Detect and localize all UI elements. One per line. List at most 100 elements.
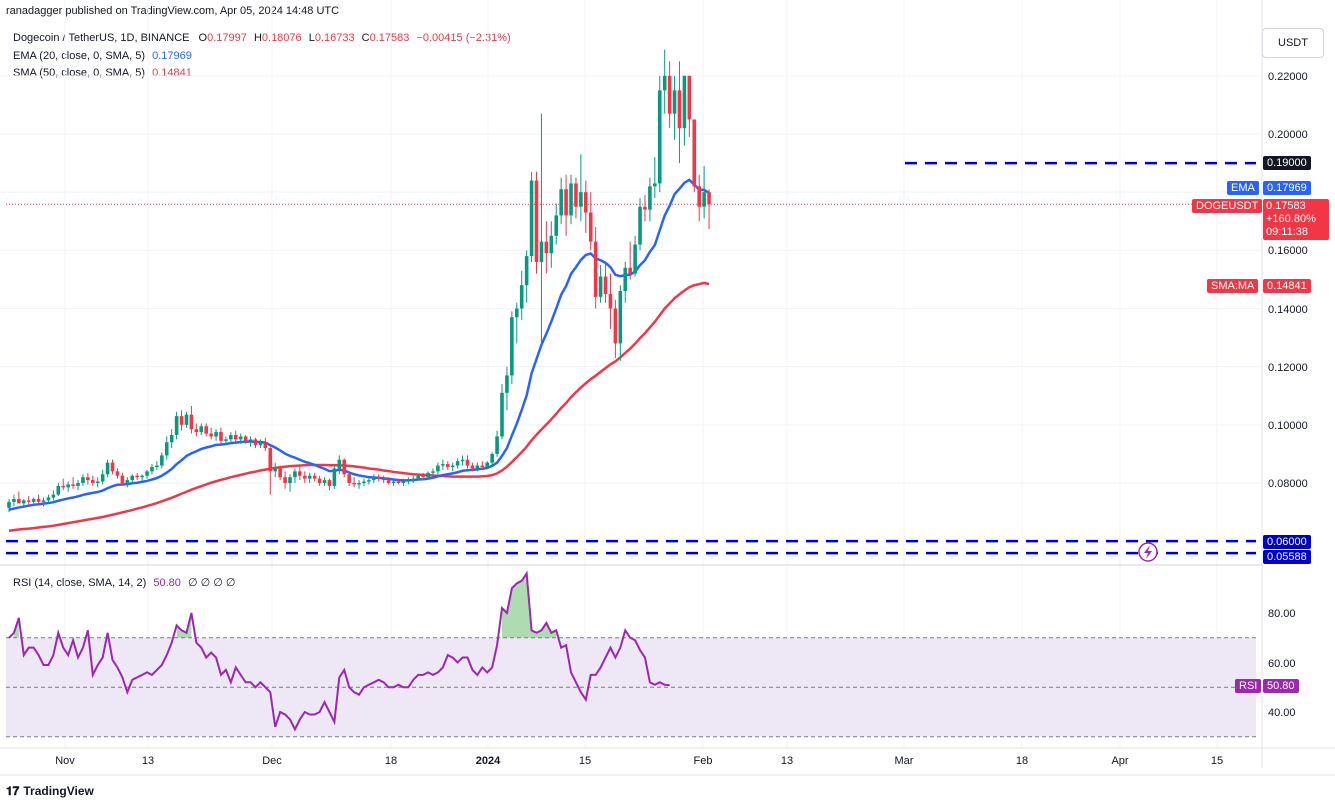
candle-body — [564, 189, 568, 216]
candle-body — [692, 119, 697, 187]
tv-logo-icon: 𝟏𝟕 — [6, 784, 20, 798]
candle-body — [145, 471, 149, 476]
ohlc-change-value: −0.00415 (−2.31%) — [416, 32, 511, 44]
candle-body — [510, 317, 514, 376]
candle-body — [288, 477, 292, 483]
candle-body — [160, 455, 164, 466]
candle-body — [224, 439, 228, 441]
candle-body — [219, 432, 223, 441]
price-tick: 0.22000 — [1268, 71, 1308, 83]
axes — [0, 0, 1335, 776]
candle-body — [554, 215, 559, 236]
candle-body — [633, 244, 637, 274]
sma-line — [8, 281, 710, 532]
rsi-axis-labels: 80.00 60.00 40.00 — [1268, 608, 1296, 719]
published-header: ranadagger published on TradingView.com,… — [6, 5, 340, 17]
candle-body — [450, 465, 455, 468]
candle-body — [150, 467, 154, 472]
candle-body — [263, 442, 268, 449]
candle-body — [431, 471, 435, 473]
candle-body — [697, 186, 701, 207]
candle-body — [386, 480, 391, 483]
candle-body — [95, 481, 100, 483]
time-tick: 13 — [142, 755, 154, 767]
rsi-legend-extra: ∅ ∅ ∅ ∅ — [187, 577, 236, 589]
symbol-price-tag: 0.17583 +160.80% 09:11:38 — [1263, 199, 1329, 240]
rsi-tick: 80.00 — [1268, 608, 1296, 620]
candle-body — [480, 465, 485, 468]
candle-body — [36, 498, 41, 502]
candle-body — [707, 192, 711, 205]
candle-body — [618, 291, 623, 344]
ohlc-low-value: 0.16733 — [314, 32, 355, 44]
sma-value-tag: 0.14841 — [1263, 279, 1311, 293]
candle-body — [81, 477, 85, 483]
candle-body — [441, 464, 445, 466]
candle-body — [372, 477, 376, 481]
rsi-line — [8, 570, 670, 732]
candle-body — [519, 285, 524, 309]
candle-body — [21, 500, 26, 504]
candle-body — [105, 462, 110, 475]
candle-body — [598, 276, 603, 297]
candle-body — [534, 180, 539, 262]
candle-body — [490, 453, 494, 463]
candle-body — [258, 442, 263, 446]
candle-body — [204, 426, 208, 434]
level-tag-top: 0.19000 — [1263, 156, 1311, 170]
candle-body — [406, 480, 411, 482]
symbol-legend: Dogecoin / TetherUS, 1D, BINANCE O0.1799… — [13, 32, 511, 44]
candle-body — [86, 477, 90, 481]
time-tick: Nov — [55, 755, 75, 767]
tradingview-logo[interactable]: 𝟏𝟕 TradingView — [6, 784, 94, 799]
candle-body — [174, 416, 179, 436]
rsi-legend-label: RSI (14, close, SMA, 14, 2) — [13, 577, 147, 589]
candle-body — [248, 439, 253, 441]
time-tick: 15 — [1211, 755, 1223, 767]
candle-body — [362, 481, 366, 483]
candle-body — [189, 414, 194, 430]
candle-body — [569, 183, 573, 216]
candle-body — [76, 483, 80, 486]
candle-body — [342, 459, 347, 475]
candle-body — [662, 75, 667, 91]
price-tick: 0.16000 — [1268, 245, 1308, 257]
candle-body — [293, 471, 297, 478]
candle-body — [657, 90, 662, 184]
candle-body — [91, 480, 95, 483]
candle-body — [155, 465, 159, 468]
candle-body — [682, 75, 687, 129]
candle-body — [524, 256, 529, 286]
ohlc-open-label: O — [198, 32, 208, 44]
candle-body — [465, 459, 470, 466]
ema-line — [8, 178, 710, 511]
rsi-value-tag: 50.80 — [1263, 679, 1299, 693]
candle-body — [303, 475, 307, 479]
lightning-icon[interactable] — [1138, 542, 1158, 562]
candle-body — [445, 464, 450, 468]
candle-body — [460, 459, 465, 462]
candle-body — [436, 465, 440, 472]
footer-brand: TradingView — [23, 784, 94, 798]
candle-body — [588, 212, 593, 242]
candle-body — [100, 474, 105, 482]
candle-body — [140, 475, 144, 478]
candle-body — [381, 478, 386, 481]
candle-body — [347, 474, 351, 483]
candle-body — [426, 472, 430, 478]
candle-body — [214, 432, 218, 437]
candle-body — [549, 235, 554, 254]
ohlc-close-label: C — [361, 32, 370, 44]
candle-body — [677, 90, 682, 129]
candle-body — [312, 475, 317, 479]
price-tick: 0.08000 — [1268, 478, 1308, 490]
candle-body — [495, 436, 499, 454]
candle-body — [411, 478, 416, 481]
candle-body — [229, 435, 233, 440]
candle-body — [687, 75, 692, 120]
candle-body — [273, 468, 278, 472]
price-axis-labels: 0.22000 0.20000 0.16000 0.14000 0.12000 … — [1268, 71, 1308, 490]
candle-body — [46, 497, 51, 501]
candle-body — [125, 480, 130, 483]
